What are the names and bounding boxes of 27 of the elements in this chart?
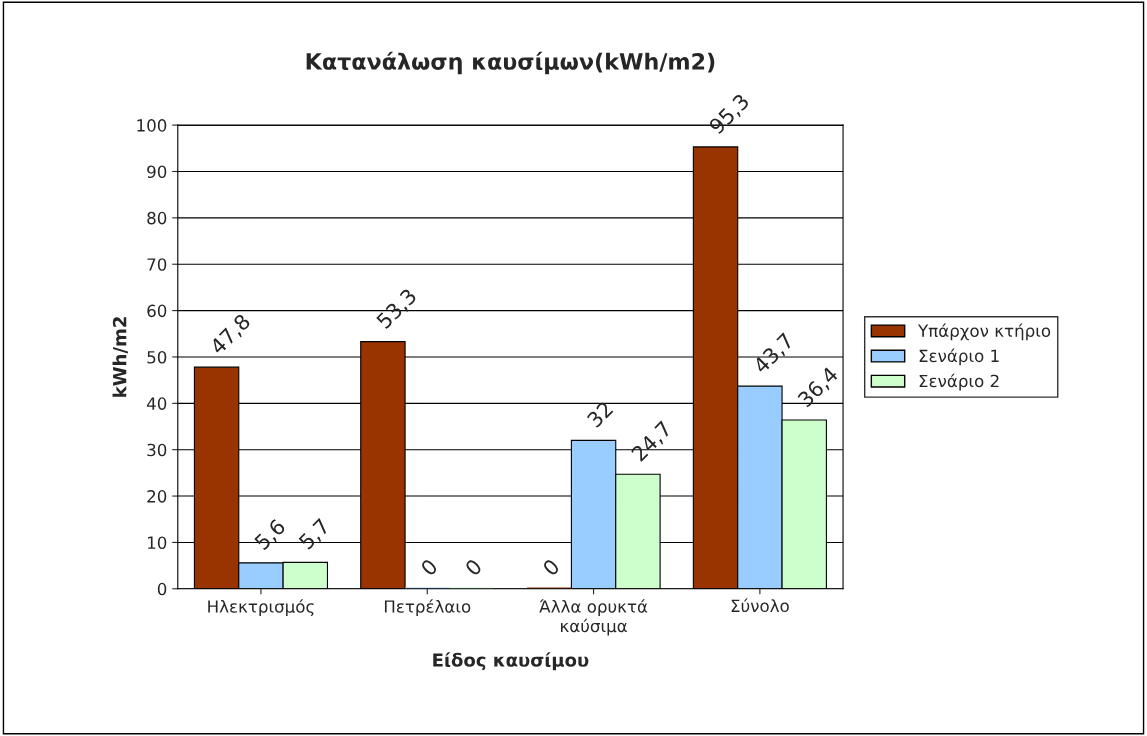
y-tick-label: 10 xyxy=(147,536,167,549)
y-tick-label: 40 xyxy=(146,397,167,410)
data-label: 0 xyxy=(464,558,483,577)
data-label: 5,6 xyxy=(253,518,288,553)
legend-label: Σενάριο 1 xyxy=(919,348,999,366)
y-tick-label: 20 xyxy=(147,490,167,503)
data-label: 0 xyxy=(419,558,439,577)
y-tick-label: 70 xyxy=(147,258,167,271)
legend-label: Σενάριο 2 xyxy=(919,373,999,391)
x-tick-label: Σύνολο xyxy=(731,598,789,613)
y-tick-label: 60 xyxy=(147,304,167,318)
x-tick-label: Πετρέλαιο xyxy=(384,599,471,617)
data-label: 5,7 xyxy=(298,518,332,552)
y-tick-label: 100 xyxy=(137,119,167,132)
y-tick-label: 0 xyxy=(157,582,167,596)
y-axis-title: kWh/m2 xyxy=(112,317,128,397)
y-tick-label: 80 xyxy=(147,211,167,225)
x-tick-label: Άλλα ορυκτά καύσιμα xyxy=(539,599,648,636)
data-label: 0 xyxy=(541,558,561,577)
data-label: 32 xyxy=(586,400,614,429)
x-axis-title: Είδος καυσίμου xyxy=(433,652,589,671)
x-tick-label: Ηλεκτρισμός xyxy=(208,599,314,617)
y-tick-label: 90 xyxy=(147,165,167,179)
chart-title: Κατανάλωση καυσίμων(kWh/m2) xyxy=(306,51,715,75)
y-tick-label: 30 xyxy=(147,443,167,457)
legend-label: Υπάρχον κτήριο xyxy=(917,323,1051,341)
y-tick-label: 50 xyxy=(147,350,167,364)
